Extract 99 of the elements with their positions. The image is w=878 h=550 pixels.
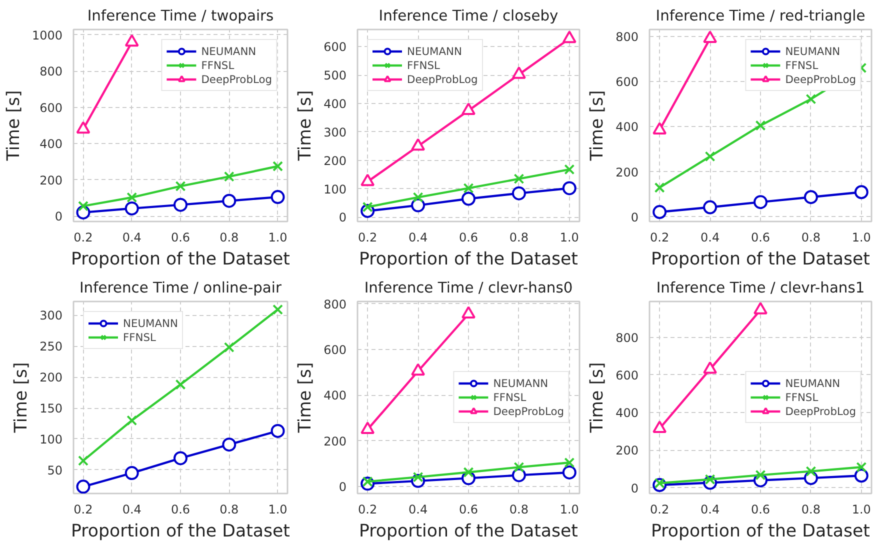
y-axis-title: Time [s] xyxy=(296,362,316,434)
y-tick-label: 400 xyxy=(40,137,62,152)
y-tick-label: 300 xyxy=(40,308,62,323)
y-tick-label: 50 xyxy=(47,463,63,478)
y-tick-label: 800 xyxy=(40,64,62,79)
x-tick-label: 1.0 xyxy=(560,230,579,244)
legend-label: FFNSL xyxy=(785,58,818,72)
y-axis-title: Time [s] xyxy=(296,90,316,162)
y-tick-label: 800 xyxy=(616,330,638,345)
x-tick-label: 0.6 xyxy=(750,502,770,516)
x-tick-label: 0.4 xyxy=(122,502,142,516)
y-axis-title: Time [s] xyxy=(588,362,608,434)
y-tick-label: 400 xyxy=(324,96,346,111)
y-tick-label: 300 xyxy=(324,125,346,140)
y-tick-label: 0 xyxy=(338,210,347,225)
x-axis-title: Proportion of the Dataset xyxy=(651,522,870,542)
x-tick-label: 0.6 xyxy=(458,230,478,244)
x-tick-label: 0.6 xyxy=(750,230,770,244)
y-tick-label: 0 xyxy=(338,480,347,494)
legend-label: DeepProbLog xyxy=(407,72,478,86)
y-tick-label: 600 xyxy=(616,368,638,382)
x-axis-title: Proportion of the Dataset xyxy=(651,250,870,270)
x-axis-title: Proportion of the Dataset xyxy=(71,522,290,542)
x-tick-label: 0.8 xyxy=(509,230,529,244)
legend-label: DeepProbLog xyxy=(201,72,272,86)
x-tick-label: 0.2 xyxy=(74,502,93,516)
x-axis-title: Proportion of the Dataset xyxy=(71,250,290,270)
y-tick-label: 250 xyxy=(40,340,62,354)
x-tick-label: 0.2 xyxy=(358,230,378,244)
y-tick-label: 100 xyxy=(324,182,346,196)
chart-title: Inference Time / closeby xyxy=(378,8,559,24)
x-tick-label: 1.0 xyxy=(560,502,579,516)
legend-label: NEUMANN xyxy=(201,44,256,58)
legend-label: DeepProbLog xyxy=(785,404,856,418)
legend-label: NEUMANN xyxy=(785,44,840,58)
y-tick-label: 200 xyxy=(40,370,62,385)
x-axis-title: Proportion of the Dataset xyxy=(359,522,578,542)
x-tick-label: 0.2 xyxy=(650,502,670,516)
chart-title: Inference Time / twopairs xyxy=(87,8,274,24)
y-tick-label: 0 xyxy=(630,481,639,496)
x-tick-label: 0.8 xyxy=(220,230,239,244)
x-tick-label: 0.6 xyxy=(170,502,190,516)
legend-label: DeepProbLog xyxy=(785,72,856,86)
x-tick-label: 0.4 xyxy=(700,502,720,516)
y-tick-label: 600 xyxy=(324,343,346,357)
x-tick-label: 0.8 xyxy=(509,502,529,516)
x-tick-label: 0.4 xyxy=(122,230,142,244)
y-tick-label: 500 xyxy=(324,68,346,83)
x-tick-label: 0.8 xyxy=(801,230,821,244)
legend-label: FFNSL xyxy=(407,58,440,72)
x-tick-label: 0.4 xyxy=(408,502,428,516)
x-tick-label: 0.8 xyxy=(801,502,821,516)
legend-label: FFNSL xyxy=(201,58,234,72)
y-tick-label: 400 xyxy=(324,388,346,403)
x-tick-label: 0.4 xyxy=(408,230,428,244)
y-tick-label: 100 xyxy=(40,432,62,446)
chart-title: Inference Time / clevr-hans0 xyxy=(364,280,573,296)
x-tick-label: 0.2 xyxy=(74,230,93,244)
x-tick-label: 1.0 xyxy=(268,502,288,516)
legend-label: FFNSL xyxy=(493,390,526,404)
y-tick-label: 1000 xyxy=(32,28,63,42)
chart-title: Inference Time / red-triangle xyxy=(656,8,866,24)
y-tick-label: 0 xyxy=(630,210,639,224)
y-tick-label: 600 xyxy=(324,40,346,54)
x-tick-label: 0.2 xyxy=(358,502,378,516)
x-tick-label: 1.0 xyxy=(852,502,871,516)
y-tick-label: 600 xyxy=(616,74,638,89)
x-tick-label: 0.8 xyxy=(220,502,239,516)
y-tick-label: 200 xyxy=(616,444,638,458)
legend-label: FFNSL xyxy=(123,330,156,344)
x-axis-title: Proportion of the Dataset xyxy=(359,250,578,270)
legend-label: NEUMANN xyxy=(407,44,462,58)
y-tick-label: 0 xyxy=(54,210,63,224)
y-axis-title: Time [s] xyxy=(588,90,608,162)
y-tick-label: 600 xyxy=(40,100,62,115)
x-tick-label: 1.0 xyxy=(268,230,288,244)
chart-title: Inference Time / clevr-hans1 xyxy=(656,280,865,296)
y-tick-label: 200 xyxy=(40,173,62,188)
x-tick-label: 0.6 xyxy=(170,230,190,244)
y-tick-label: 200 xyxy=(324,154,346,168)
y-tick-label: 200 xyxy=(616,165,638,180)
legend-label: NEUMANN xyxy=(123,316,178,330)
legend-label: DeepProbLog xyxy=(493,404,564,418)
y-tick-label: 150 xyxy=(40,402,62,416)
x-tick-label: 0.6 xyxy=(458,502,478,516)
y-axis-title: Time [s] xyxy=(4,90,24,162)
y-tick-label: 800 xyxy=(616,30,638,44)
chart-title: Inference Time / online-pair xyxy=(79,280,282,296)
y-axis-title: Time [s] xyxy=(12,362,32,434)
x-tick-label: 0.4 xyxy=(700,230,720,244)
y-tick-label: 400 xyxy=(616,406,638,420)
y-tick-label: 200 xyxy=(324,434,346,448)
legend-label: FFNSL xyxy=(785,390,818,404)
x-tick-label: 0.2 xyxy=(650,230,670,244)
x-tick-label: 1.0 xyxy=(852,230,871,244)
y-tick-label: 400 xyxy=(616,120,638,134)
legend-label: NEUMANN xyxy=(493,376,548,390)
y-tick-label: 800 xyxy=(324,297,346,312)
legend-label: NEUMANN xyxy=(785,376,840,390)
